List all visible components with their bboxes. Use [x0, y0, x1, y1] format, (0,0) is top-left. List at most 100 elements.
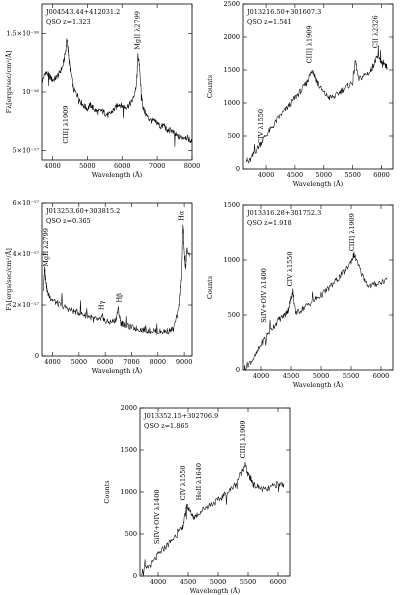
redshift-label: QSO z=1.323	[46, 18, 91, 26]
plot-frame	[242, 3, 394, 170]
x-tick-label: 5500	[240, 578, 257, 586]
y-axis-label: Counts	[206, 75, 214, 98]
spectrum-line	[43, 224, 190, 335]
x-tick-label: 6000	[97, 358, 114, 366]
x-tick-label: 4500	[287, 171, 304, 179]
object-name: J004543.44+412031.2	[45, 8, 120, 16]
x-tick-label: 5000	[210, 578, 227, 586]
spectrum-line	[243, 251, 388, 371]
line-id-annotation: SiIV+OIV λ1400	[153, 490, 161, 545]
redshift-label: QSO z=1.541	[247, 18, 292, 26]
x-tick-label: 6000	[373, 372, 390, 380]
y-axis-label: Fλ[ergs/sec/cm²/Å]	[4, 248, 13, 311]
object-name: J013352.15+302706.9	[143, 412, 218, 420]
x-tick-label: 6000	[373, 171, 390, 179]
x-axis-label: Wavelength (Å)	[92, 366, 143, 375]
x-tick-label: 4500	[180, 578, 197, 586]
x-tick-label: 4500	[283, 372, 300, 380]
line-id-annotation: CIV λ1550	[257, 109, 265, 144]
spectrum-line	[140, 461, 285, 577]
line-id-annotation: Hβ	[115, 293, 123, 303]
y-tick-label: 4×10⁻¹⁷	[13, 250, 40, 258]
y-tick-label: 2000	[223, 33, 240, 41]
x-tick-label: 6000	[270, 578, 287, 586]
line-id-annotation: CIII] λ1909	[306, 25, 314, 63]
x-tick-label: 4000	[44, 162, 61, 170]
x-tick-label: 4000	[44, 358, 61, 366]
x-axis-label: Wavelength (Å)	[190, 586, 241, 595]
line-id-annotation: CIV λ1550	[286, 251, 294, 286]
y-tick-label: 0	[236, 165, 240, 173]
y-tick-label: 0	[236, 366, 240, 374]
y-tick-label: 1000	[223, 256, 240, 264]
x-tick-label: 5000	[315, 171, 332, 179]
plot-frame	[242, 204, 394, 371]
x-axis-label: Wavelength (Å)	[293, 179, 344, 188]
line-id-annotation: Hγ	[97, 300, 105, 310]
redshift-label: QSO z=0.365	[46, 217, 91, 225]
object-name: J013316.28+301752.3	[246, 209, 321, 217]
spectrum-panel-1: 4000 5000 6000 7000 8000 5×10⁻¹⁷ 10⁻¹⁶ 1.5×10⁻¹…	[4, 3, 201, 179]
line-id-annotation: CIII] λ1909	[239, 420, 247, 458]
line-id-annotation: CIV λ1550	[179, 465, 187, 500]
y-tick-label: 500	[125, 530, 137, 538]
x-axis-label: Wavelength (Å)	[293, 380, 344, 389]
y-tick-label: 1000	[120, 488, 137, 496]
object-name: J013253.60+303815.2	[45, 207, 120, 215]
y-tick-label: 500	[228, 311, 240, 319]
spectrum-panel-3: 4000 5000 6000 7000 8000 9000 0 2×10⁻¹⁷ 4×10⁻¹⁷ 6…	[4, 199, 193, 375]
spectrum-panel-5: 4000 4500 5000 5500 6000 0 500 1000 1500 2000 Wave…	[103, 404, 291, 595]
y-axis-label: Counts	[103, 480, 111, 503]
y-tick-label: 1500	[120, 446, 137, 454]
x-tick-label: 4000	[253, 372, 270, 380]
line-id-annotation: CIII] λ1909	[348, 213, 356, 251]
spectrum-panel-4: 4000 4500 5000 5500 6000 0 500 1000 1500 Waveleng…	[206, 201, 394, 389]
y-tick-label: 0	[35, 352, 39, 360]
x-tick-label: 8000	[184, 162, 201, 170]
y-tick-label: 2×10⁻¹⁷	[13, 301, 40, 309]
x-tick-label: 5000	[71, 358, 88, 366]
y-tick-label: 2000	[120, 404, 137, 412]
x-tick-label: 6000	[114, 162, 131, 170]
x-tick-label: 4000	[258, 171, 275, 179]
redshift-label: QSO z=1.865	[144, 422, 189, 430]
line-id-annotation: CIII] λ1909	[62, 106, 70, 144]
line-id-annotation: SiIV+OIV λ1400	[260, 268, 268, 323]
x-tick-label: 7000	[123, 358, 140, 366]
y-tick-label: 0	[133, 572, 137, 580]
line-id-annotation: HeII λ1640	[195, 463, 203, 500]
redshift-label: QSO z=1.918	[247, 219, 292, 227]
x-tick-label: 8000	[150, 358, 167, 366]
y-tick-label: 1.5×10⁻¹⁶	[6, 29, 39, 37]
plot-frame	[41, 3, 193, 161]
y-tick-label: 2500	[223, 0, 240, 8]
x-tick-label: 4000	[150, 578, 167, 586]
y-axis-label: Fλ[ergs/sec/cm²/Å]	[4, 51, 13, 114]
spectrum-panel-2: 4000 4500 5000 5500 6000 0 500 1000 1500 2000 2500…	[206, 0, 394, 188]
object-name: J013216.50+301607.3	[246, 8, 321, 16]
y-tick-label: 500	[228, 132, 240, 140]
x-tick-label: 5500	[344, 171, 361, 179]
y-tick-label: 1000	[223, 99, 240, 107]
y-tick-label: 1500	[223, 66, 240, 74]
spectrum-line	[42, 38, 192, 148]
x-tick-label: 5000	[313, 372, 330, 380]
plot-frame	[139, 407, 291, 577]
line-id-annotation: Hα	[178, 210, 186, 221]
y-tick-label: 10⁻¹⁶	[22, 88, 39, 96]
x-tick-label: 5000	[79, 162, 96, 170]
x-tick-label: 9000	[176, 358, 193, 366]
x-axis-label: Wavelength (Å)	[92, 170, 143, 179]
spectrum-line	[245, 45, 388, 164]
line-id-annotation: CII λ2326	[371, 15, 379, 48]
plot-frame	[41, 202, 193, 357]
line-id-annotation: MgII λ2799	[134, 11, 142, 50]
y-tick-label: 1500	[223, 201, 240, 209]
x-tick-label: 5500	[343, 372, 360, 380]
y-tick-label: 6×10⁻¹⁷	[13, 199, 40, 207]
line-id-annotation: MgII λ2799	[42, 228, 50, 267]
y-axis-label: Counts	[206, 276, 214, 299]
x-tick-label: 7000	[149, 162, 166, 170]
y-tick-label: 5×10⁻¹⁷	[13, 147, 40, 155]
